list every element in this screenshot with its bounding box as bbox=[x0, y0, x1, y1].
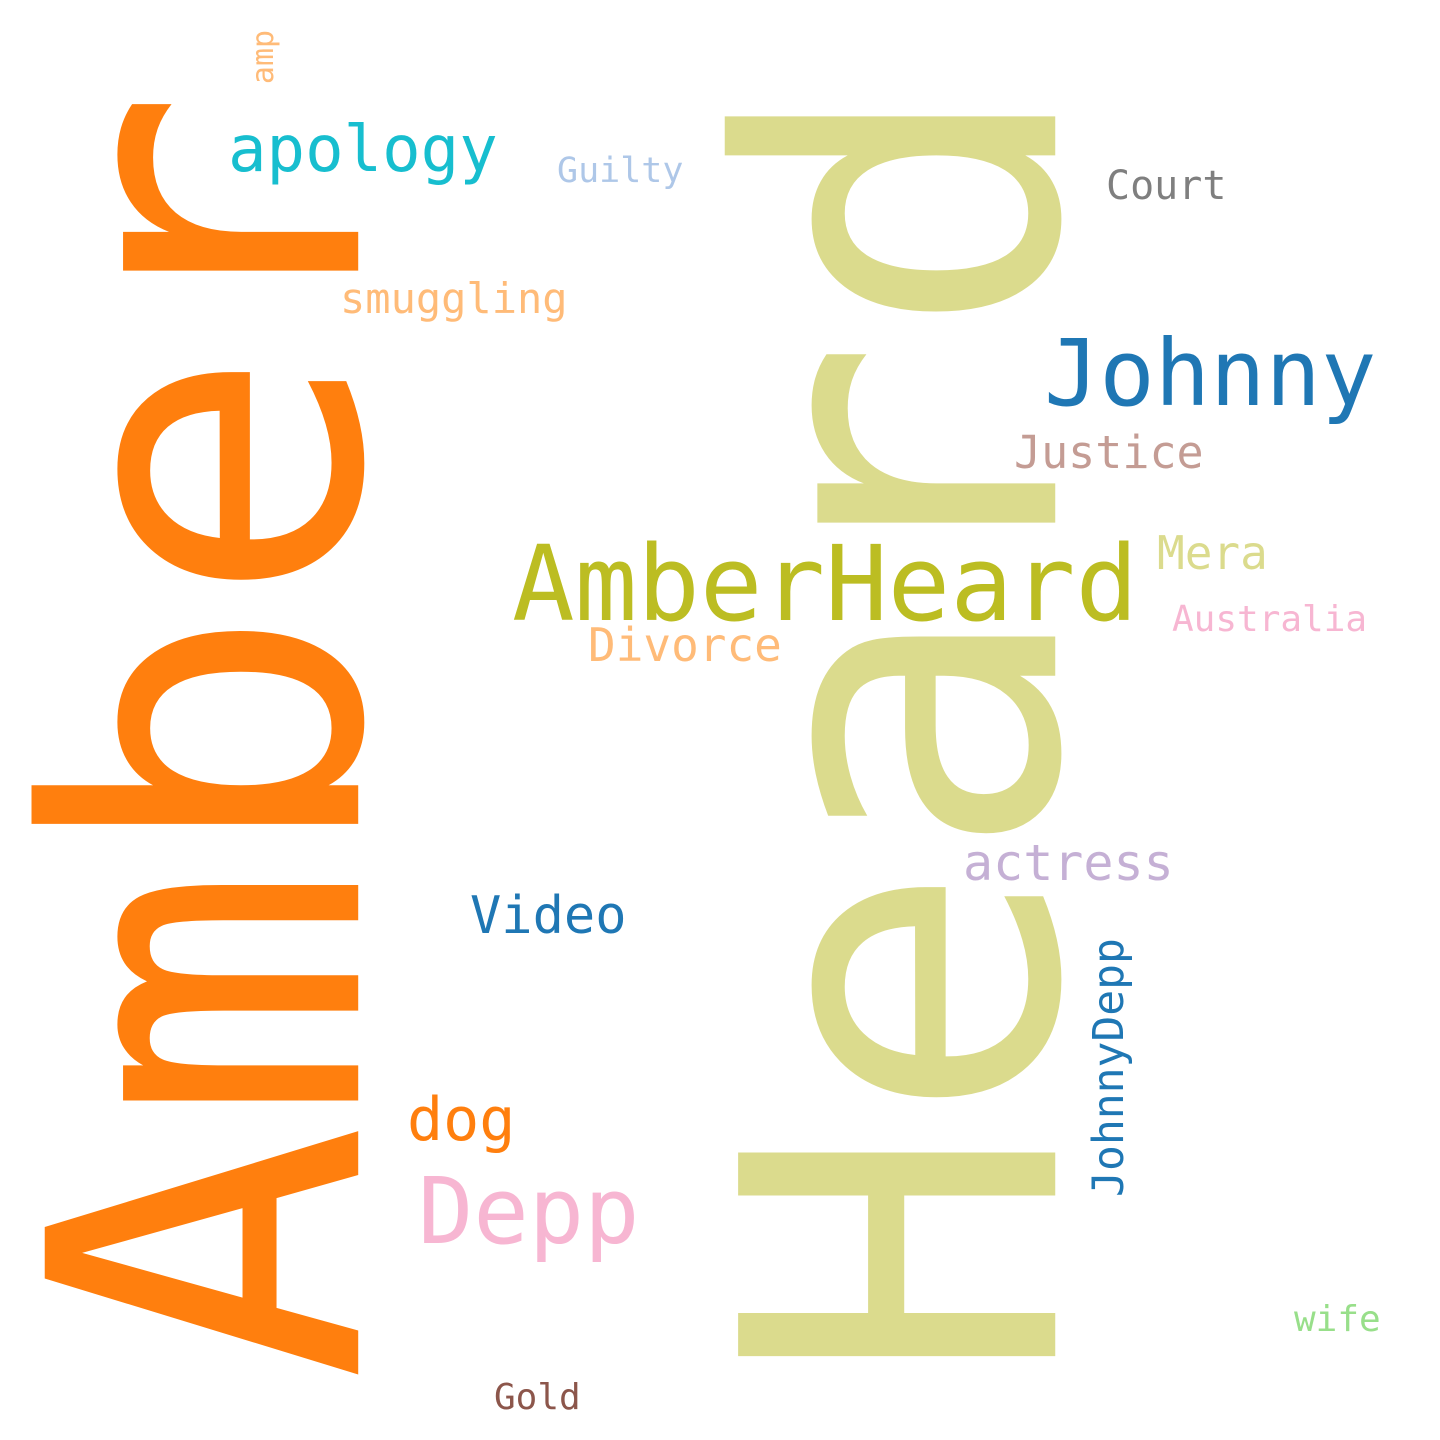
word-justice: Justice bbox=[1014, 426, 1204, 479]
word-johnny: Johnny bbox=[1044, 320, 1377, 427]
word-dog: dog bbox=[407, 1085, 516, 1155]
word-wife: wife bbox=[1294, 1299, 1381, 1340]
word-johnnydepp: JohnnyDepp bbox=[1084, 930, 1134, 1205]
word-depp: Depp bbox=[418, 1158, 640, 1265]
word-actress: actress bbox=[963, 834, 1174, 892]
word-johnnydepp-text: JohnnyDepp bbox=[1083, 938, 1134, 1197]
word-video: Video bbox=[470, 886, 627, 946]
word-heard-text: Heard bbox=[651, 75, 1159, 1385]
word-court: Court bbox=[1106, 163, 1227, 209]
word-australia: Australia bbox=[1172, 599, 1368, 640]
word-amp-text: amp bbox=[246, 29, 281, 85]
word-amberheard: AmberHeard bbox=[512, 523, 1139, 645]
word-heard: Heard bbox=[652, 60, 1159, 1400]
word-mera: Mera bbox=[1157, 526, 1268, 580]
word-apology: apology bbox=[228, 113, 498, 187]
word-amp: amp bbox=[244, 26, 284, 88]
word-smuggling: smuggling bbox=[340, 274, 568, 323]
word-amber: Amber bbox=[0, 40, 460, 1430]
word-guilty: Guilty bbox=[557, 151, 684, 191]
word-divorce: Divorce bbox=[588, 618, 782, 672]
word-gold: Gold bbox=[494, 1377, 581, 1418]
